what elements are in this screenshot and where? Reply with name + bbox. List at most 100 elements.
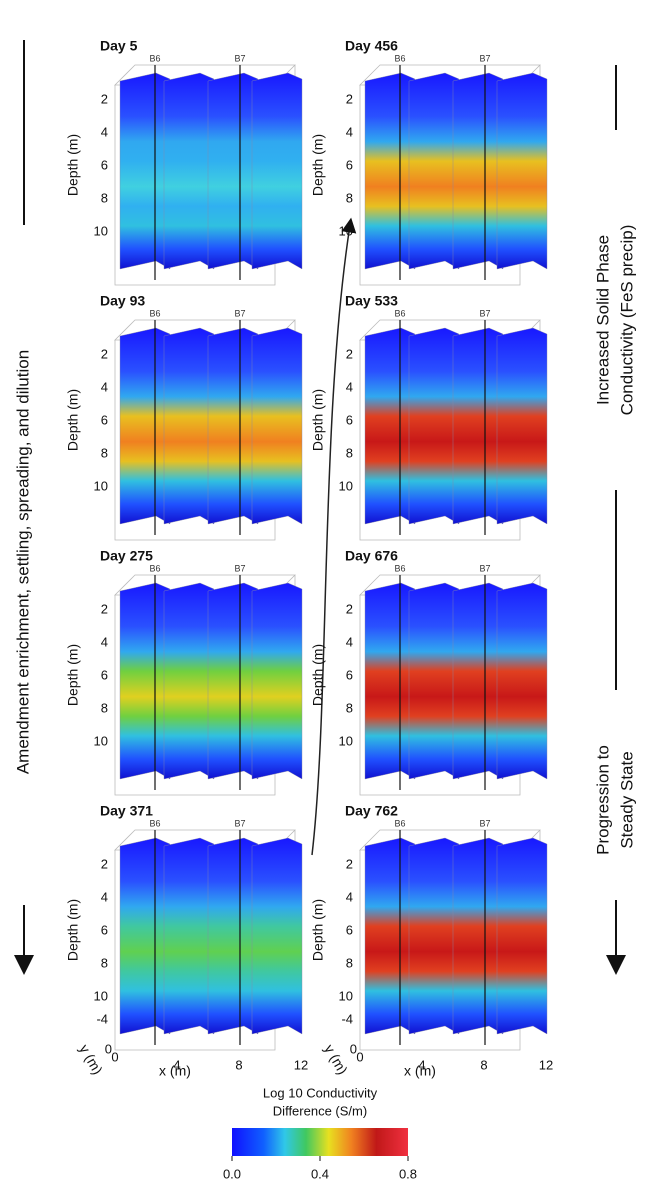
depth-tick: 10 [339, 223, 353, 238]
well-label: B6 [394, 818, 405, 828]
panel: B6 B7 Day 456 2 4 6 8 10 Depth (m) [310, 38, 548, 286]
depth-tick: 8 [346, 190, 353, 205]
depth-tick: 6 [346, 667, 353, 682]
depth-tick: 6 [346, 922, 353, 937]
conductivity-slab [408, 837, 460, 1035]
conductivity-slab [251, 837, 303, 1035]
x-label: x (m) [404, 1063, 436, 1079]
depth-tick: 4 [101, 634, 108, 649]
conductivity-slab [207, 327, 259, 525]
panel-label: Day 762 [345, 803, 398, 819]
well-label: B6 [394, 308, 405, 318]
depth-label: Depth (m) [65, 389, 81, 451]
transition-arrow [311, 217, 357, 856]
conductivity-slab [496, 837, 548, 1035]
x-tick: 4 [173, 1057, 180, 1072]
depth-tick: 4 [346, 379, 353, 394]
depth-tick: 6 [101, 412, 108, 427]
conductivity-slab [364, 837, 416, 1035]
y-tick: 0 [105, 1041, 112, 1056]
y-label: y (m) [76, 1042, 106, 1078]
conductivity-slab [364, 327, 416, 525]
panel: B6 B7 Day 371 2 4 6 8 10 Depth (m) 0 4 8 12 x (m) -4 0y… [65, 803, 309, 1079]
conductivity-slab [119, 837, 171, 1035]
panel: B6 B7 Day 93 2 4 6 8 10 Depth (m) [65, 293, 303, 541]
depth-tick: 2 [346, 346, 353, 361]
colorbar-title: Log 10 Conductivity [263, 1085, 378, 1100]
right-top-annotation: Increased Solid Phase [593, 235, 612, 405]
depth-tick: 6 [346, 157, 353, 172]
depth-tick: 10 [94, 223, 108, 238]
depth-tick: 8 [346, 955, 353, 970]
depth-tick: 8 [101, 955, 108, 970]
well-label: B6 [149, 563, 160, 573]
depth-tick: 8 [101, 445, 108, 460]
x-tick: 0 [356, 1049, 363, 1064]
conductivity-slab [163, 327, 215, 525]
depth-tick: 4 [101, 379, 108, 394]
depth-tick: 10 [94, 478, 108, 493]
well-label: B6 [149, 818, 160, 828]
conductivity-slab [251, 327, 303, 525]
panel: B6 B7 Day 5 2 4 6 8 10 Depth (m) [65, 38, 303, 286]
depth-tick: 6 [101, 922, 108, 937]
depth-tick: 10 [339, 478, 353, 493]
depth-tick: 2 [101, 91, 108, 106]
conductivity-slab [119, 327, 171, 525]
depth-tick: 8 [101, 190, 108, 205]
well-label: B7 [479, 818, 490, 828]
depth-tick: 10 [339, 988, 353, 1003]
panel-label: Day 456 [345, 38, 398, 54]
well-label: B7 [234, 563, 245, 573]
panel: B6 B7 Day 676 2 4 6 8 10 Depth (m) [310, 548, 548, 796]
x-tick: 12 [539, 1057, 553, 1072]
colorbar-tick-label: 0.0 [223, 1166, 241, 1181]
depth-tick: 2 [346, 856, 353, 871]
conductivity-slab [364, 582, 416, 780]
depth-tick: 8 [346, 700, 353, 715]
well-label: B7 [479, 53, 490, 63]
x-tick: 8 [480, 1057, 487, 1072]
y-tick: 0 [350, 1041, 357, 1056]
panel: B6 B7 Day 275 2 4 6 8 10 Depth (m) [65, 548, 303, 796]
depth-tick: 10 [94, 988, 108, 1003]
depth-tick: 2 [101, 856, 108, 871]
depth-tick: 2 [346, 601, 353, 616]
depth-tick: 4 [101, 124, 108, 139]
x-tick: 4 [418, 1057, 425, 1072]
conductivity-slab [119, 582, 171, 780]
panel-label: Day 676 [345, 548, 398, 564]
conductivity-slab [364, 72, 416, 270]
colorbar-tick-label: 0.8 [399, 1166, 417, 1181]
conductivity-slab [452, 327, 504, 525]
right-bottom-annotation: Progression to [593, 745, 612, 855]
depth-tick: 8 [101, 700, 108, 715]
well-label: B6 [394, 563, 405, 573]
depth-tick: 6 [346, 412, 353, 427]
conductivity-slab [496, 582, 548, 780]
panel-label: Day 93 [100, 293, 145, 309]
depth-tick: 2 [346, 91, 353, 106]
depth-tick: 8 [346, 445, 353, 460]
panel-label: Day 371 [100, 803, 153, 819]
depth-label: Depth (m) [65, 134, 81, 196]
well-label: B6 [149, 53, 160, 63]
y-tick: -4 [96, 1011, 108, 1026]
depth-label: Depth (m) [65, 899, 81, 961]
conductivity-slab [496, 72, 548, 270]
conductivity-slab [163, 837, 215, 1035]
panel-label: Day 5 [100, 38, 138, 54]
panel-label: Day 533 [345, 293, 398, 309]
conductivity-slab [452, 837, 504, 1035]
depth-tick: 4 [346, 634, 353, 649]
colorbar-tick-label: 0.4 [311, 1166, 329, 1181]
panel: B6 B7 Day 533 2 4 6 8 10 Depth (m) [310, 293, 548, 541]
conductivity-slab [207, 582, 259, 780]
colorbar-title: Difference (S/m) [273, 1103, 367, 1118]
depth-tick: 4 [346, 889, 353, 904]
depth-label: Depth (m) [310, 134, 326, 196]
conductivity-slab [408, 582, 460, 780]
panel-label: Day 275 [100, 548, 153, 564]
right-top-annotation: Conductivity (FeS precip) [617, 225, 636, 416]
